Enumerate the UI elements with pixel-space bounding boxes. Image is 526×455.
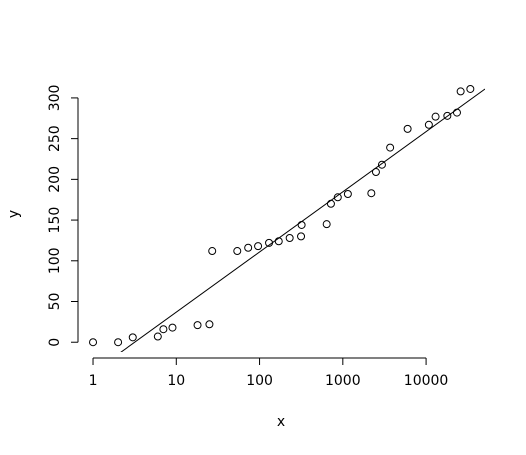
point xyxy=(367,189,376,198)
point xyxy=(443,111,452,120)
point xyxy=(254,242,263,251)
point xyxy=(297,232,306,241)
y-tick-label: 0 xyxy=(47,338,63,347)
point xyxy=(208,247,217,256)
point xyxy=(333,193,342,202)
point xyxy=(114,338,123,347)
y-tick-label: 100 xyxy=(47,247,63,274)
y-tick-label: 200 xyxy=(47,166,63,193)
x-tick-label: 10 xyxy=(167,373,185,389)
point xyxy=(326,199,335,208)
point xyxy=(377,160,386,169)
point xyxy=(431,112,440,121)
fit-line xyxy=(120,88,485,352)
y-tick-label: 50 xyxy=(47,293,63,311)
point xyxy=(466,84,475,93)
point xyxy=(285,233,294,242)
point xyxy=(205,320,214,329)
point xyxy=(456,87,465,96)
x-axis-label: x xyxy=(277,414,285,430)
point xyxy=(424,120,433,129)
point xyxy=(322,220,331,229)
point xyxy=(233,247,242,256)
y-tick-label: 300 xyxy=(47,85,63,112)
x-tick-label: 1 xyxy=(89,373,98,389)
point xyxy=(371,168,380,177)
point xyxy=(297,220,306,229)
y-tick-label: 250 xyxy=(47,125,63,152)
point xyxy=(159,325,168,334)
y-tick-label: 150 xyxy=(47,207,63,234)
point xyxy=(128,333,137,342)
point xyxy=(265,238,274,247)
x-tick-label: 1000 xyxy=(325,373,361,389)
point xyxy=(244,243,253,252)
point xyxy=(274,237,283,246)
x-tick-label: 10000 xyxy=(404,373,449,389)
point xyxy=(153,332,162,341)
point xyxy=(403,124,412,133)
point xyxy=(386,143,395,152)
point xyxy=(193,321,202,330)
point xyxy=(168,323,177,332)
point xyxy=(89,338,98,347)
y-axis-label: y xyxy=(6,210,22,218)
x-tick-label: 100 xyxy=(246,373,273,389)
point xyxy=(343,190,352,199)
point xyxy=(452,108,461,117)
